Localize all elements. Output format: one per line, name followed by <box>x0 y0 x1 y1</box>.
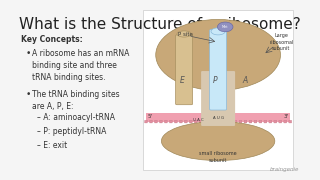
FancyBboxPatch shape <box>201 71 235 126</box>
Text: Large
ribosomal
subunit: Large ribosomal subunit <box>269 33 293 51</box>
FancyBboxPatch shape <box>189 120 192 123</box>
FancyBboxPatch shape <box>214 120 217 123</box>
Text: 3': 3' <box>284 114 289 120</box>
FancyBboxPatch shape <box>249 120 252 123</box>
FancyBboxPatch shape <box>164 120 167 123</box>
Text: Met: Met <box>222 25 228 29</box>
FancyBboxPatch shape <box>229 120 232 123</box>
Text: small ribosome
subunit: small ribosome subunit <box>199 151 237 163</box>
FancyBboxPatch shape <box>234 120 237 123</box>
FancyBboxPatch shape <box>244 120 247 123</box>
Text: P: P <box>213 76 217 85</box>
Text: braingenie: braingenie <box>269 166 299 172</box>
FancyBboxPatch shape <box>184 120 187 123</box>
Text: U A C: U A C <box>193 118 204 122</box>
FancyBboxPatch shape <box>269 120 272 123</box>
FancyBboxPatch shape <box>224 120 227 123</box>
Ellipse shape <box>217 22 233 32</box>
Text: P site: P site <box>178 32 193 37</box>
Ellipse shape <box>211 28 225 35</box>
Text: 5': 5' <box>148 114 153 120</box>
Text: – A: aminoacyl-tRNA: – A: aminoacyl-tRNA <box>37 113 115 122</box>
Text: A ribosome has an mRNA
binding site and three
tRNA binding sites.: A ribosome has an mRNA binding site and … <box>32 49 130 82</box>
Text: What is the Structure of a ribosome?: What is the Structure of a ribosome? <box>19 17 301 32</box>
FancyBboxPatch shape <box>180 120 182 123</box>
FancyBboxPatch shape <box>170 120 172 123</box>
Text: •: • <box>25 49 31 58</box>
Text: – P: peptidyl-tRNA: – P: peptidyl-tRNA <box>37 127 106 136</box>
FancyBboxPatch shape <box>210 30 227 110</box>
FancyBboxPatch shape <box>279 120 282 123</box>
FancyBboxPatch shape <box>274 120 277 123</box>
FancyBboxPatch shape <box>219 120 222 123</box>
FancyBboxPatch shape <box>149 120 152 123</box>
FancyBboxPatch shape <box>194 120 197 123</box>
Ellipse shape <box>156 19 280 90</box>
FancyBboxPatch shape <box>209 120 212 123</box>
FancyBboxPatch shape <box>174 120 177 123</box>
FancyBboxPatch shape <box>199 120 202 123</box>
Ellipse shape <box>177 31 191 37</box>
Ellipse shape <box>161 122 275 161</box>
FancyBboxPatch shape <box>159 120 162 123</box>
Text: – E: exit: – E: exit <box>37 141 67 150</box>
Text: A U G: A U G <box>212 116 224 120</box>
FancyBboxPatch shape <box>264 120 267 123</box>
FancyBboxPatch shape <box>284 120 287 123</box>
FancyBboxPatch shape <box>289 120 292 123</box>
FancyBboxPatch shape <box>146 113 290 122</box>
FancyBboxPatch shape <box>254 120 257 123</box>
FancyBboxPatch shape <box>143 10 293 170</box>
FancyBboxPatch shape <box>204 120 207 123</box>
Text: Key Concepts:: Key Concepts: <box>21 35 83 44</box>
Text: A: A <box>243 76 248 85</box>
FancyBboxPatch shape <box>155 120 157 123</box>
FancyBboxPatch shape <box>239 120 242 123</box>
Text: •: • <box>25 90 31 99</box>
Text: The tRNA binding sites
are A, P, E:: The tRNA binding sites are A, P, E: <box>32 90 120 111</box>
FancyBboxPatch shape <box>259 120 262 123</box>
FancyBboxPatch shape <box>176 35 193 105</box>
Text: E: E <box>180 76 185 85</box>
FancyBboxPatch shape <box>145 120 148 123</box>
